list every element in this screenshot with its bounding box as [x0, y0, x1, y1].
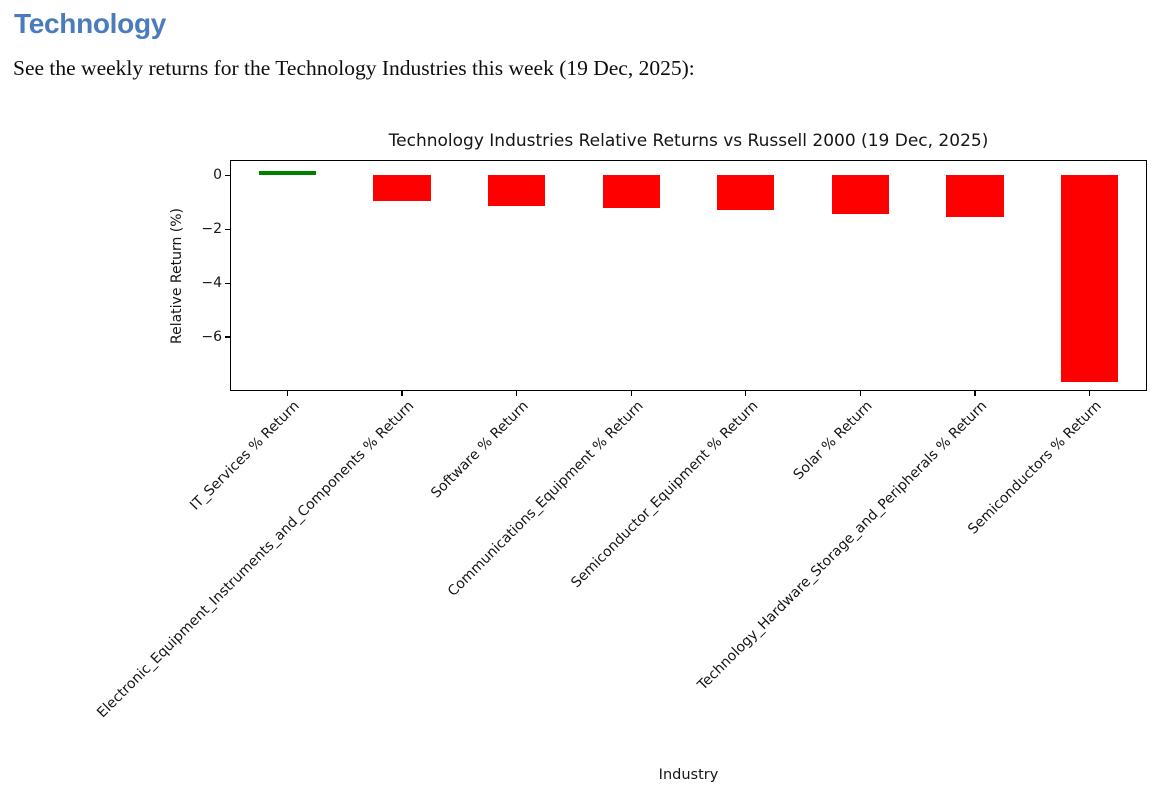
- x-tick-mark: [859, 391, 862, 396]
- y-tick-label: −2: [201, 221, 222, 238]
- chart-bar: [258, 171, 316, 176]
- x-tick-label: Semiconductors % Return: [965, 398, 1106, 538]
- plot-area: [230, 160, 1147, 391]
- y-tick-label: −6: [201, 329, 222, 346]
- y-tick-label: −4: [201, 275, 222, 292]
- chart-bar: [373, 175, 431, 201]
- chart-bar: [487, 175, 546, 207]
- chart-bar: [946, 175, 1004, 218]
- y-tick-mark: [225, 336, 230, 338]
- x-tick-label: Semiconductor_Equipment % Return: [568, 398, 762, 592]
- x-tick-mark: [515, 391, 518, 396]
- y-tick-label: 0: [213, 167, 222, 184]
- y-axis-label: Relative Return (%): [169, 207, 185, 344]
- x-tick-mark: [745, 391, 747, 396]
- x-tick-label: Communications_Equipment % Return: [444, 398, 647, 600]
- x-tick-mark: [974, 391, 976, 396]
- x-tick-mark: [286, 391, 288, 396]
- chart-title: Technology Industries Relative Returns v…: [388, 131, 989, 151]
- x-tick-label: Solar % Return: [790, 398, 876, 484]
- y-tick-mark: [225, 282, 230, 284]
- y-tick-mark: [225, 228, 230, 230]
- y-tick-mark: [225, 174, 230, 176]
- x-tick-mark: [401, 391, 403, 396]
- x-axis-label: Industry: [658, 767, 719, 783]
- x-tick-mark: [630, 391, 632, 396]
- page-title: Technology: [14, 8, 167, 39]
- x-tick-label: IT_Services % Return: [187, 398, 303, 514]
- intro-text: See the weekly returns for the Technolog…: [13, 56, 695, 80]
- chart-bar: [831, 175, 890, 215]
- chart-bar: [602, 175, 660, 208]
- x-tick-label: Software % Return: [428, 398, 532, 502]
- chart-bar: [717, 175, 775, 211]
- chart-bar: [1061, 175, 1119, 382]
- x-tick-mark: [1089, 391, 1091, 396]
